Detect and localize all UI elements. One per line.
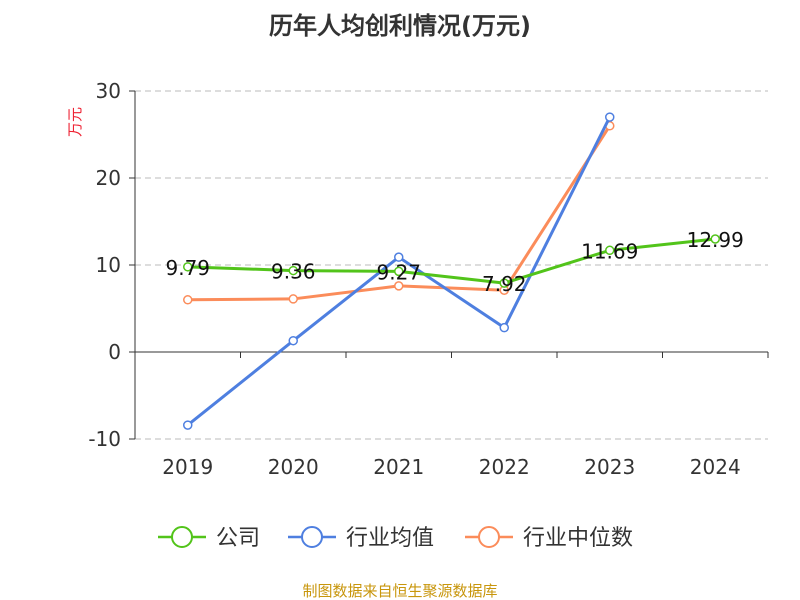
legend-marker bbox=[301, 526, 323, 548]
footer-source: 制图数据来自恒生聚源数据库 bbox=[302, 582, 497, 600]
y-tick-label: -10 bbox=[88, 427, 121, 451]
chart-title: 历年人均创利情况(万元) bbox=[269, 12, 531, 40]
y-tick-label: 0 bbox=[108, 340, 121, 364]
legend-label: 公司 bbox=[216, 526, 260, 551]
data-point bbox=[394, 266, 404, 277]
y-tick-label: 10 bbox=[96, 253, 121, 277]
x-tick-label: 2020 bbox=[268, 455, 319, 479]
data-point bbox=[394, 252, 404, 262]
series-line-0 bbox=[187, 237, 716, 285]
x-tick-label: 2023 bbox=[584, 455, 635, 479]
data-point bbox=[605, 112, 615, 122]
data-label: 9.79 bbox=[165, 256, 210, 280]
y-tick-label: 20 bbox=[96, 166, 121, 190]
data-label: 12.99 bbox=[687, 228, 744, 252]
data-point bbox=[288, 265, 298, 276]
y-axis-label: 万元 bbox=[66, 107, 84, 137]
data-label: 7.92 bbox=[482, 272, 527, 296]
data-point bbox=[710, 234, 720, 244]
legend-label: 行业均值 bbox=[346, 526, 434, 551]
x-tick-label: 2021 bbox=[373, 455, 424, 479]
x-tick-label: 2019 bbox=[162, 455, 213, 479]
y-tick-label: 30 bbox=[96, 79, 121, 103]
data-point bbox=[288, 294, 298, 304]
data-point bbox=[605, 245, 615, 256]
legend-marker bbox=[478, 526, 500, 548]
data-point bbox=[499, 278, 509, 288]
data-point bbox=[499, 322, 509, 333]
data-label: 11.69 bbox=[581, 239, 638, 263]
data-point bbox=[183, 295, 193, 305]
data-label: 9.36 bbox=[271, 260, 316, 284]
data-point bbox=[183, 262, 193, 272]
data-point bbox=[394, 281, 404, 291]
data-label: 9.27 bbox=[376, 260, 421, 284]
x-tick-label: 2024 bbox=[690, 455, 741, 479]
legend-label: 行业中位数 bbox=[523, 526, 633, 551]
data-point bbox=[288, 335, 298, 346]
data-point bbox=[183, 420, 193, 430]
x-tick-label: 2022 bbox=[479, 455, 530, 479]
legend-marker bbox=[171, 526, 193, 548]
